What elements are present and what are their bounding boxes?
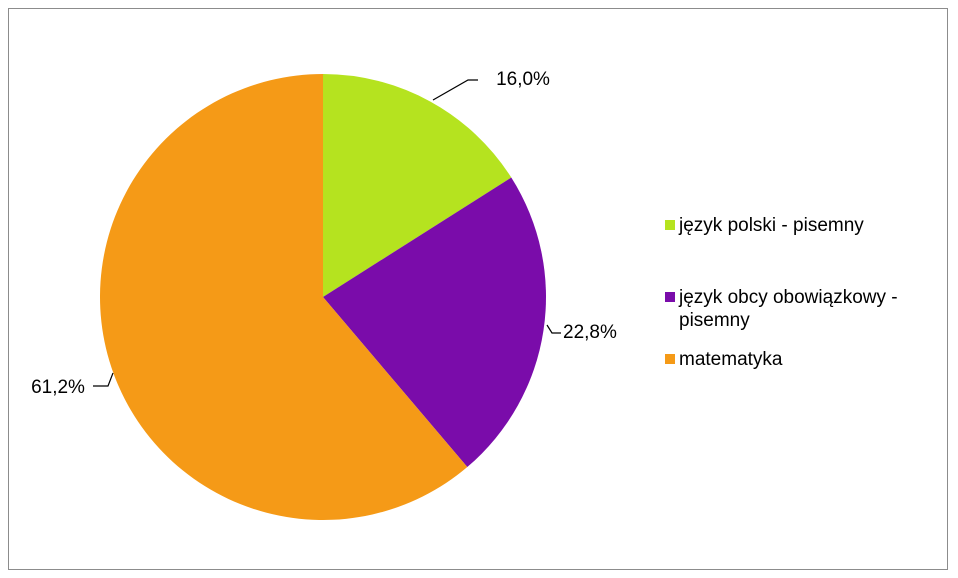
legend-item-jezyk-polski: język polski - pisemny [665, 214, 944, 237]
pie-slice-matematyka [100, 74, 468, 520]
pie-slice-jezyk-polski [323, 74, 512, 297]
leader-line-matematyka [93, 372, 114, 387]
legend-label-matematyka: matematyka [679, 349, 783, 370]
legend-label-jezyk-polski: język polski - pisemny [679, 215, 864, 236]
legend-item-jezyk-obcy: język obcy obowiązkowy - pisemny [665, 286, 944, 332]
legend-item-matematyka: matematyka [665, 348, 944, 371]
leader-line-jezyk-polski [432, 79, 478, 101]
data-label-jezyk-polski: 16,0% [496, 69, 550, 90]
pie-slice-jezyk-obcy [323, 177, 547, 468]
legend-swatch-matematyka [665, 354, 675, 364]
legend-swatch-jezyk-polski [665, 220, 675, 230]
legend-swatch-jezyk-obcy [665, 292, 675, 302]
legend-label-jezyk-obcy: język obcy obowiązkowy - pisemny [679, 287, 898, 331]
data-label-jezyk-obcy: 22,8% [563, 322, 617, 343]
data-label-matematyka: 61,2% [31, 377, 85, 398]
leader-line-jezyk-obcy [546, 324, 561, 334]
